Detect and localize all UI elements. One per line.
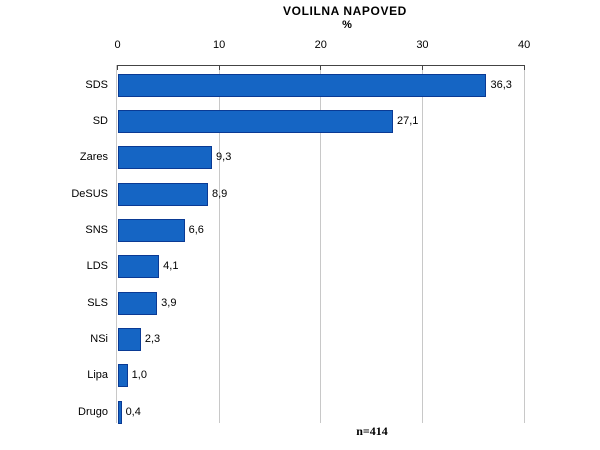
bar [117, 73, 487, 97]
x-axis-tick-label: 20 [314, 39, 327, 51]
category-label: SD [92, 114, 108, 127]
x-axis-tick [421, 65, 423, 70]
category-label: Lipa [87, 369, 108, 382]
bar [117, 218, 185, 242]
chart-title: VOLILNA NAPOVED [283, 4, 407, 18]
sample-size-note: n=414 [356, 424, 388, 438]
bar [117, 146, 213, 170]
category-label: DeSUS [71, 187, 108, 200]
category-label: SDS [85, 78, 108, 91]
bar [117, 182, 208, 206]
value-label: 1,0 [131, 369, 147, 382]
bar [117, 364, 128, 388]
value-label: 9,3 [216, 151, 232, 164]
bar [117, 400, 122, 424]
value-label: 4,1 [163, 260, 179, 273]
x-axis-tick-label: 40 [517, 39, 531, 51]
category-label: LDS [86, 260, 108, 273]
bar [117, 291, 158, 315]
category-label: Drugo [78, 405, 108, 418]
value-label: 2,3 [144, 332, 161, 345]
value-label: 27,1 [396, 114, 419, 127]
x-axis-line [117, 65, 525, 66]
value-label: 0,4 [125, 405, 141, 418]
y-axis-line [115, 65, 117, 423]
category-label: Zares [79, 151, 108, 164]
value-label: 3,9 [161, 296, 177, 309]
category-label: SNS [85, 223, 108, 236]
category-label: NSi [90, 332, 108, 345]
unit-label: % [342, 19, 352, 31]
x-axis-tick [218, 65, 220, 70]
gridline [523, 65, 525, 423]
bar [117, 255, 160, 279]
value-label: 8,9 [211, 187, 228, 200]
bar [117, 327, 141, 351]
gridline [320, 65, 322, 423]
bar [117, 109, 393, 133]
x-axis-tick-label: 30 [416, 39, 429, 51]
x-axis-tick-label: 0 [114, 39, 121, 51]
x-axis-tick [117, 65, 118, 70]
x-axis-tick [320, 65, 322, 70]
category-label: SLS [87, 296, 108, 309]
x-axis-tick [523, 65, 525, 70]
x-axis-tick-label: 10 [213, 39, 226, 51]
value-label: 36,3 [490, 78, 512, 91]
gridline [421, 65, 423, 423]
gridline [218, 65, 220, 423]
value-label: 6,6 [188, 223, 204, 236]
